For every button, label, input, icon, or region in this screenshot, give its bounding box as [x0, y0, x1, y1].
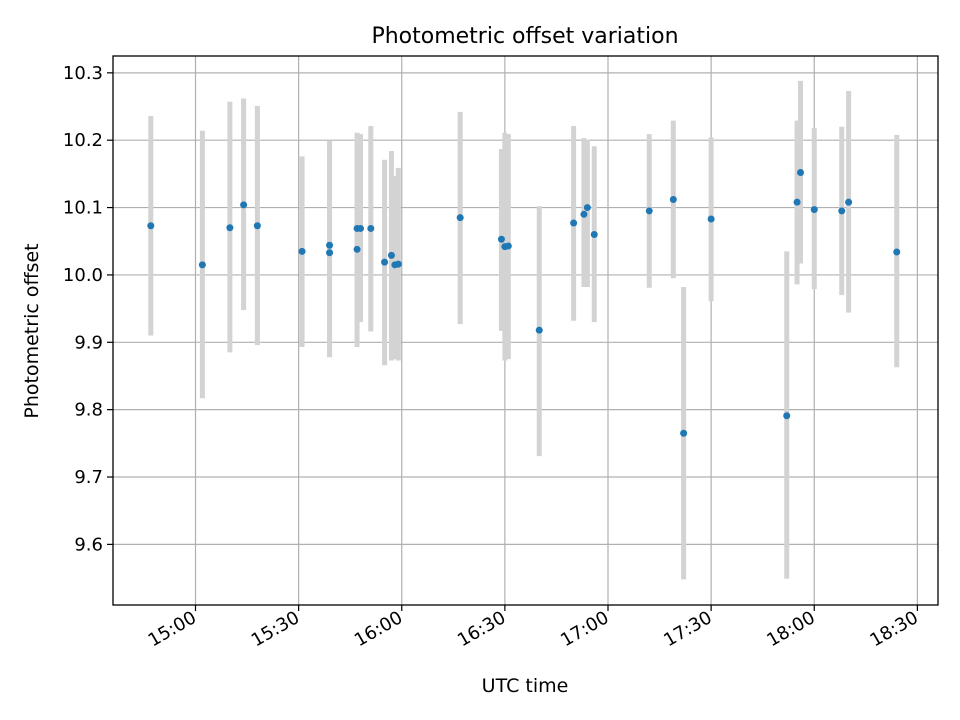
data-point [810, 206, 818, 214]
data-point [793, 198, 801, 206]
data-point [253, 222, 261, 230]
data-point [645, 207, 653, 215]
y-tick-label: 10.3 [63, 63, 103, 84]
data-point [838, 207, 846, 215]
data-point [326, 241, 334, 249]
y-axis-label: Photometric offset [21, 243, 43, 418]
data-point [583, 204, 591, 212]
y-axis-ticks: 9.6 9.7 9.8 9.9 10.0 10.1 10.2 10.3 [63, 63, 113, 555]
data-point [535, 326, 543, 334]
data-point [580, 210, 588, 218]
data-point [570, 219, 578, 227]
plot-frame [112, 55, 939, 606]
data-point [198, 261, 206, 269]
y-tick-label: 9.7 [74, 467, 103, 488]
data-point [680, 429, 688, 437]
data-point [353, 245, 361, 253]
x-axis-label: UTC time [482, 675, 569, 697]
y-tick-label: 9.8 [74, 400, 103, 421]
data-point [226, 224, 234, 232]
data-point [387, 251, 395, 259]
chart-title: Photometric offset variation [371, 24, 678, 49]
data-point [240, 201, 248, 209]
data-point [298, 247, 306, 255]
data-point [367, 224, 375, 232]
data-point [147, 222, 155, 230]
data-points [147, 169, 901, 437]
data-point [394, 260, 402, 268]
data-point [797, 169, 804, 177]
data-point [590, 231, 598, 239]
y-tick-label: 9.6 [74, 534, 103, 555]
y-tick-label: 10.1 [63, 198, 103, 219]
data-point [893, 248, 901, 256]
data-point [504, 242, 512, 250]
y-tick-label: 10.0 [63, 265, 103, 286]
data-point [497, 235, 505, 243]
data-point [326, 249, 334, 257]
data-point [357, 224, 364, 232]
y-tick-label: 10.2 [63, 130, 103, 151]
data-point [456, 214, 464, 222]
data-point [381, 258, 389, 266]
data-point [783, 412, 791, 420]
y-tick-label: 9.9 [74, 332, 103, 353]
data-point [707, 215, 715, 223]
data-point [669, 195, 677, 203]
data-point [845, 198, 853, 206]
